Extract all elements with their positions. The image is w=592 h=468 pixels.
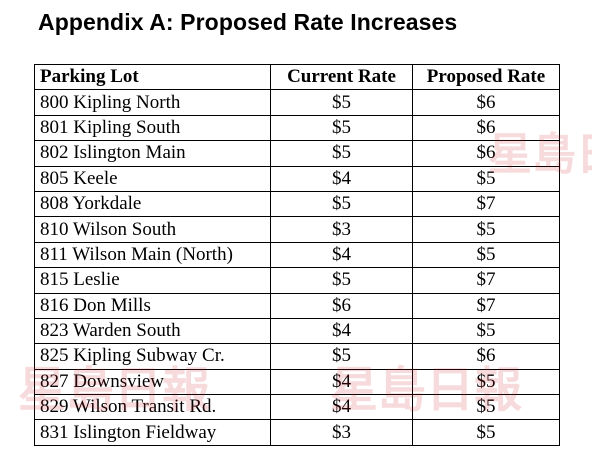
parking-lot-cell: 811 Wilson Main (North) (34, 241, 271, 269)
table-row: 810 Wilson South $3 $5 (34, 216, 560, 243)
table-row: 808 Yorkdale $5 $7 (34, 190, 560, 218)
header-current-rate: Current Rate (270, 63, 413, 91)
header-proposed-rate: Proposed Rate (412, 63, 560, 91)
table-row: 800 Kipling North $5 $6 (34, 89, 560, 116)
proposed-rate-cell: $6 (412, 140, 560, 167)
proposed-rate-cell: $5 (412, 241, 560, 269)
current-rate-cell: $5 (270, 343, 413, 370)
current-rate-cell: $5 (270, 190, 413, 218)
current-rate-cell: $4 (270, 394, 413, 421)
proposed-rate-cell: $7 (412, 267, 560, 294)
header-parking-lot: Parking Lot (34, 63, 271, 91)
table-header-row: Parking Lot Current Rate Proposed Rate (34, 63, 560, 91)
proposed-rate-cell: $5 (412, 368, 560, 396)
proposed-rate-cell: $6 (412, 343, 560, 370)
proposed-rate-cell: $5 (412, 419, 560, 446)
parking-lot-cell: 808 Yorkdale (34, 190, 271, 218)
table-row: 805 Keele $4 $5 (34, 165, 560, 192)
current-rate-cell: $5 (270, 89, 413, 116)
table-row: 825 Kipling Subway Cr. $5 $6 (34, 343, 560, 370)
current-rate-cell: $6 (270, 292, 413, 319)
proposed-rate-cell: $7 (412, 292, 560, 319)
parking-lot-cell: 800 Kipling North (34, 89, 271, 116)
proposed-rate-cell: $5 (412, 394, 560, 421)
rate-table: Parking Lot Current Rate Proposed Rate 8… (34, 63, 560, 446)
proposed-rate-cell: $6 (412, 89, 560, 116)
parking-lot-cell: 831 Islington Fieldway (34, 419, 271, 446)
parking-lot-cell: 802 Islington Main (34, 140, 271, 167)
proposed-rate-cell: $6 (412, 114, 560, 142)
proposed-rate-cell: $7 (412, 190, 560, 218)
current-rate-cell: $3 (270, 216, 413, 243)
table-row: 816 Don Mills $6 $7 (34, 292, 560, 319)
parking-lot-cell: 825 Kipling Subway Cr. (34, 343, 271, 370)
proposed-rate-cell: $5 (412, 317, 560, 345)
parking-lot-cell: 829 Wilson Transit Rd. (34, 394, 271, 421)
page-title: Appendix A: Proposed Rate Increases (38, 9, 458, 35)
parking-lot-cell: 815 Leslie (34, 267, 271, 294)
table-row: 829 Wilson Transit Rd. $4 $5 (34, 394, 560, 421)
current-rate-cell: $4 (270, 368, 413, 396)
current-rate-cell: $5 (270, 267, 413, 294)
proposed-rate-cell: $5 (412, 216, 560, 243)
table-body: 800 Kipling North $5 $6 801 Kipling South $5… (34, 89, 560, 446)
table-row: 827 Downsview $4 $5 (34, 368, 560, 396)
parking-lot-cell: 816 Don Mills (34, 292, 271, 319)
table-row: 811 Wilson Main (North) $4 $5 (34, 241, 560, 269)
table-row: 831 Islington Fieldway $3 $5 (34, 419, 560, 446)
parking-lot-cell: 810 Wilson South (34, 216, 271, 243)
parking-lot-cell: 801 Kipling South (34, 114, 271, 142)
parking-lot-cell: 823 Warden South (34, 317, 271, 345)
table-row: 801 Kipling South $5 $6 (34, 114, 560, 142)
parking-lot-cell: 827 Downsview (34, 368, 271, 396)
current-rate-cell: $4 (270, 241, 413, 269)
proposed-rate-cell: $5 (412, 165, 560, 192)
table-row: 802 Islington Main $5 $6 (34, 140, 560, 167)
current-rate-cell: $4 (270, 317, 413, 345)
parking-lot-cell: 805 Keele (34, 165, 271, 192)
current-rate-cell: $5 (270, 140, 413, 167)
table-row: 823 Warden South $4 $5 (34, 317, 560, 345)
current-rate-cell: $3 (270, 419, 413, 446)
current-rate-cell: $4 (270, 165, 413, 192)
current-rate-cell: $5 (270, 114, 413, 142)
table-row: 815 Leslie $5 $7 (34, 267, 560, 294)
